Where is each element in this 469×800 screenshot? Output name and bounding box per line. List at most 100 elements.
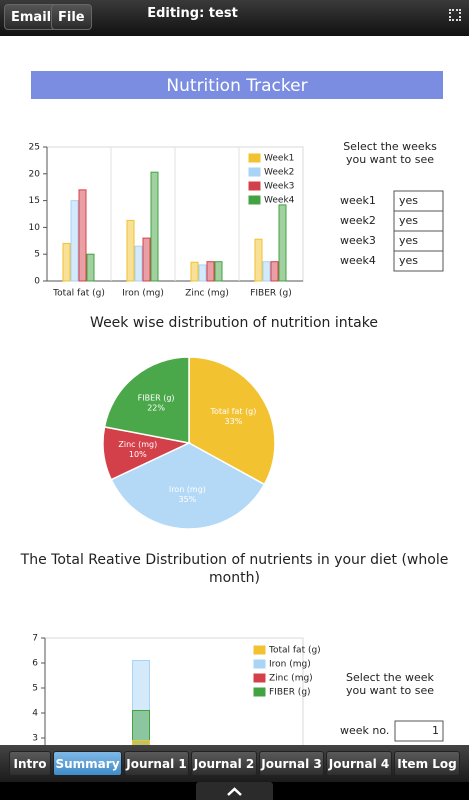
bar bbox=[190, 261, 199, 282]
chart-title: The Total Reative Distribution of nutrie… bbox=[20, 552, 449, 586]
week-no-value: 1 bbox=[432, 724, 439, 737]
legend-swatch bbox=[248, 181, 261, 191]
y-tick-label: 0 bbox=[34, 277, 40, 287]
bar bbox=[254, 238, 263, 282]
week-value: yes bbox=[399, 234, 418, 247]
y-tick-label: 4 bbox=[32, 709, 38, 719]
y-tick-label: 5 bbox=[34, 250, 40, 260]
y-tick-label: 7 bbox=[32, 634, 38, 644]
legend-label: Zinc (mg) bbox=[269, 674, 313, 684]
bar bbox=[126, 219, 135, 282]
week-value: yes bbox=[399, 254, 418, 267]
bar bbox=[132, 710, 150, 745]
slice-value: 22% bbox=[147, 404, 165, 413]
x-tick-label: Iron (mg) bbox=[122, 289, 164, 299]
legend-swatch bbox=[248, 167, 261, 177]
tab[interactable]: Item Log bbox=[394, 751, 460, 776]
x-tick-label: Zinc (mg) bbox=[185, 289, 229, 299]
bar bbox=[206, 261, 215, 282]
week-value: yes bbox=[399, 214, 418, 227]
legend-label: Total fat (g) bbox=[268, 646, 321, 656]
content-group: Nutrition Tracker 0510152025Week1Week2We… bbox=[29, 71, 444, 745]
chevron bbox=[227, 787, 242, 796]
y-tick-label: 15 bbox=[29, 196, 40, 206]
legend-label: Week3 bbox=[264, 182, 294, 192]
content-canvas: Nutrition Tracker 0510152025Week1Week2We… bbox=[29, 71, 444, 745]
pie-slice bbox=[188, 356, 276, 486]
legend-swatch bbox=[253, 687, 266, 697]
legend-label: FIBER (g) bbox=[269, 688, 311, 698]
bar bbox=[198, 264, 207, 282]
toolbar-title: Editing: test bbox=[147, 6, 238, 21]
slice-label: FIBER (g) bbox=[138, 394, 175, 403]
bar bbox=[270, 261, 279, 282]
slice-label: Zinc (mg) bbox=[118, 440, 157, 449]
nav-bar bbox=[0, 782, 469, 800]
slice-label: Iron (mg) bbox=[169, 485, 206, 494]
bar bbox=[150, 171, 159, 282]
selector-prompt: you want to see bbox=[346, 153, 434, 166]
expand-button[interactable] bbox=[196, 782, 273, 800]
tab[interactable]: Summary bbox=[53, 751, 122, 776]
week-no-input bbox=[394, 720, 444, 742]
file-button[interactable]: File bbox=[51, 4, 92, 30]
slice-value: 33% bbox=[225, 417, 243, 426]
week-label: week3 bbox=[340, 234, 376, 247]
content: Nutrition Tracker 0 5 10 15 20 25 Week1 Week2 We… bbox=[0, 36, 469, 745]
legend-swatch bbox=[248, 195, 261, 205]
legend-swatch bbox=[248, 153, 261, 163]
toolbar: Email File Editing: test bbox=[0, 0, 469, 36]
y-tick-label: 5 bbox=[32, 684, 38, 694]
bar bbox=[214, 261, 223, 282]
tab[interactable]: Journal 2 bbox=[191, 751, 257, 776]
title-bar bbox=[31, 71, 443, 99]
bar bbox=[262, 261, 271, 282]
slice-label: Total fat (g) bbox=[209, 407, 256, 416]
legend-label: Week2 bbox=[264, 168, 294, 178]
pie-slice bbox=[110, 442, 266, 530]
week-value: yes bbox=[399, 194, 418, 207]
bar bbox=[278, 204, 287, 282]
slice-value: 35% bbox=[178, 495, 196, 504]
week-label: week2 bbox=[340, 214, 376, 227]
y-tick-label: 10 bbox=[29, 223, 41, 233]
bar bbox=[86, 253, 95, 282]
chart-title: Week wise distribution of nutrition inta… bbox=[90, 315, 378, 331]
week-no-label: week no. bbox=[340, 724, 389, 737]
legend-swatch bbox=[253, 645, 266, 655]
legend-swatch bbox=[253, 659, 266, 669]
y-tick-label: 25 bbox=[29, 143, 40, 153]
tab[interactable]: Journal 1 bbox=[124, 751, 189, 776]
legend-swatch bbox=[253, 673, 266, 683]
tab[interactable]: Intro bbox=[9, 751, 51, 776]
week-label: week4 bbox=[340, 254, 376, 267]
bar bbox=[62, 242, 71, 282]
y-tick-label: 20 bbox=[29, 169, 41, 179]
selector-prompt: you want to see bbox=[346, 684, 434, 697]
bar bbox=[134, 245, 143, 282]
page-title: Nutrition Tracker bbox=[166, 76, 307, 96]
email-button[interactable]: Email bbox=[4, 4, 59, 30]
selector-prompt: Select the weeks bbox=[343, 140, 437, 153]
selector-prompt: Select the week bbox=[346, 671, 435, 684]
tab[interactable]: Journal 4 bbox=[326, 751, 392, 776]
x-tick-label: Total fat (g) bbox=[52, 289, 105, 299]
x-tick-label: FIBER (g) bbox=[250, 289, 292, 299]
week-label: week1 bbox=[340, 194, 376, 207]
bar bbox=[142, 237, 151, 282]
legend-label: Iron (mg) bbox=[269, 660, 311, 670]
bar bbox=[70, 200, 79, 282]
bar bbox=[78, 189, 87, 282]
bar bbox=[132, 740, 150, 745]
legend-label: Week4 bbox=[264, 196, 295, 206]
pie-slice bbox=[103, 356, 190, 444]
slice-value: 10% bbox=[129, 450, 147, 459]
y-tick-label: 6 bbox=[32, 659, 38, 669]
fullscreen-button[interactable] bbox=[449, 9, 461, 21]
y-tick-label: 3 bbox=[32, 734, 38, 744]
tab[interactable]: Journal 3 bbox=[259, 751, 324, 776]
week-cell bbox=[393, 250, 444, 272]
legend-label: Week1 bbox=[264, 154, 294, 164]
